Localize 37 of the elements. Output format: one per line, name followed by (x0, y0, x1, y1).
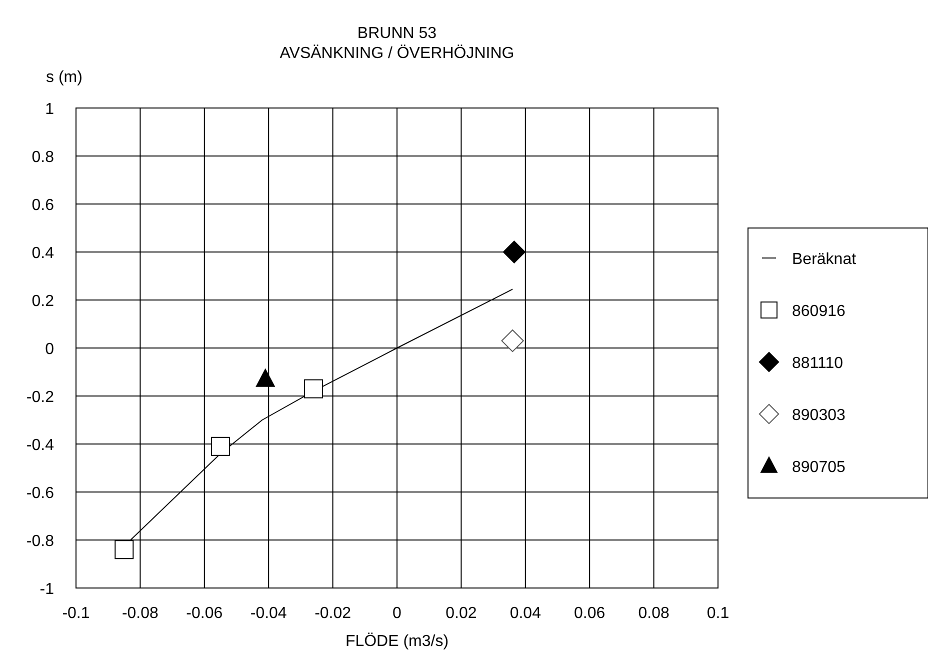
legend-label: 890705 (792, 459, 846, 476)
y-tick-label: 0.4 (32, 245, 54, 262)
point (502, 240, 526, 264)
chart-subtitle: AVSÄNKNING / ÖVERHÖJNING (280, 44, 514, 62)
x-tick-label: -0.06 (186, 605, 223, 622)
x-tick-label: 0.06 (574, 605, 606, 622)
y-tick-label: -0.6 (26, 485, 54, 502)
y-tick-label: 0.6 (32, 197, 54, 214)
y-axis-title: s (m) (46, 69, 82, 86)
legend-label: Beräknat (792, 251, 857, 268)
point (114, 540, 134, 560)
point (501, 330, 524, 352)
chart-title: BRUNN 53 (357, 25, 437, 42)
x-tick-label: 0.02 (446, 605, 477, 622)
legend-label: 860916 (792, 303, 846, 320)
x-tick-label: 0.04 (510, 605, 542, 622)
x-tick-label: -0.08 (122, 605, 159, 622)
point (210, 436, 230, 456)
x-tick-label: 0.08 (638, 605, 670, 622)
y-tick-label: 0 (45, 341, 54, 358)
x-tick-label: 0 (392, 605, 402, 622)
point (304, 379, 324, 398)
x-tick-label: -0.02 (314, 605, 352, 622)
legend-label: 881110 (792, 355, 844, 372)
y-tick-label: -1 (40, 581, 54, 598)
x-tick-label: -0.1 (62, 605, 90, 622)
x-tick-label: 0.1 (706, 605, 730, 622)
y-tick-label: -0.4 (26, 437, 54, 454)
y-tick-label: 0.2 (32, 293, 54, 310)
legend-label: 890303 (792, 407, 846, 424)
y-tick-label: 1 (45, 101, 54, 118)
x-axis-title: FLÖDE (m3/s) (345, 632, 449, 650)
y-tick-label: 0.8 (32, 149, 54, 166)
y-tick-label: -0.8 (26, 533, 54, 550)
y-tick-label: -0.2 (26, 389, 54, 406)
point (256, 368, 275, 387)
x-tick-label: -0.04 (250, 605, 287, 622)
